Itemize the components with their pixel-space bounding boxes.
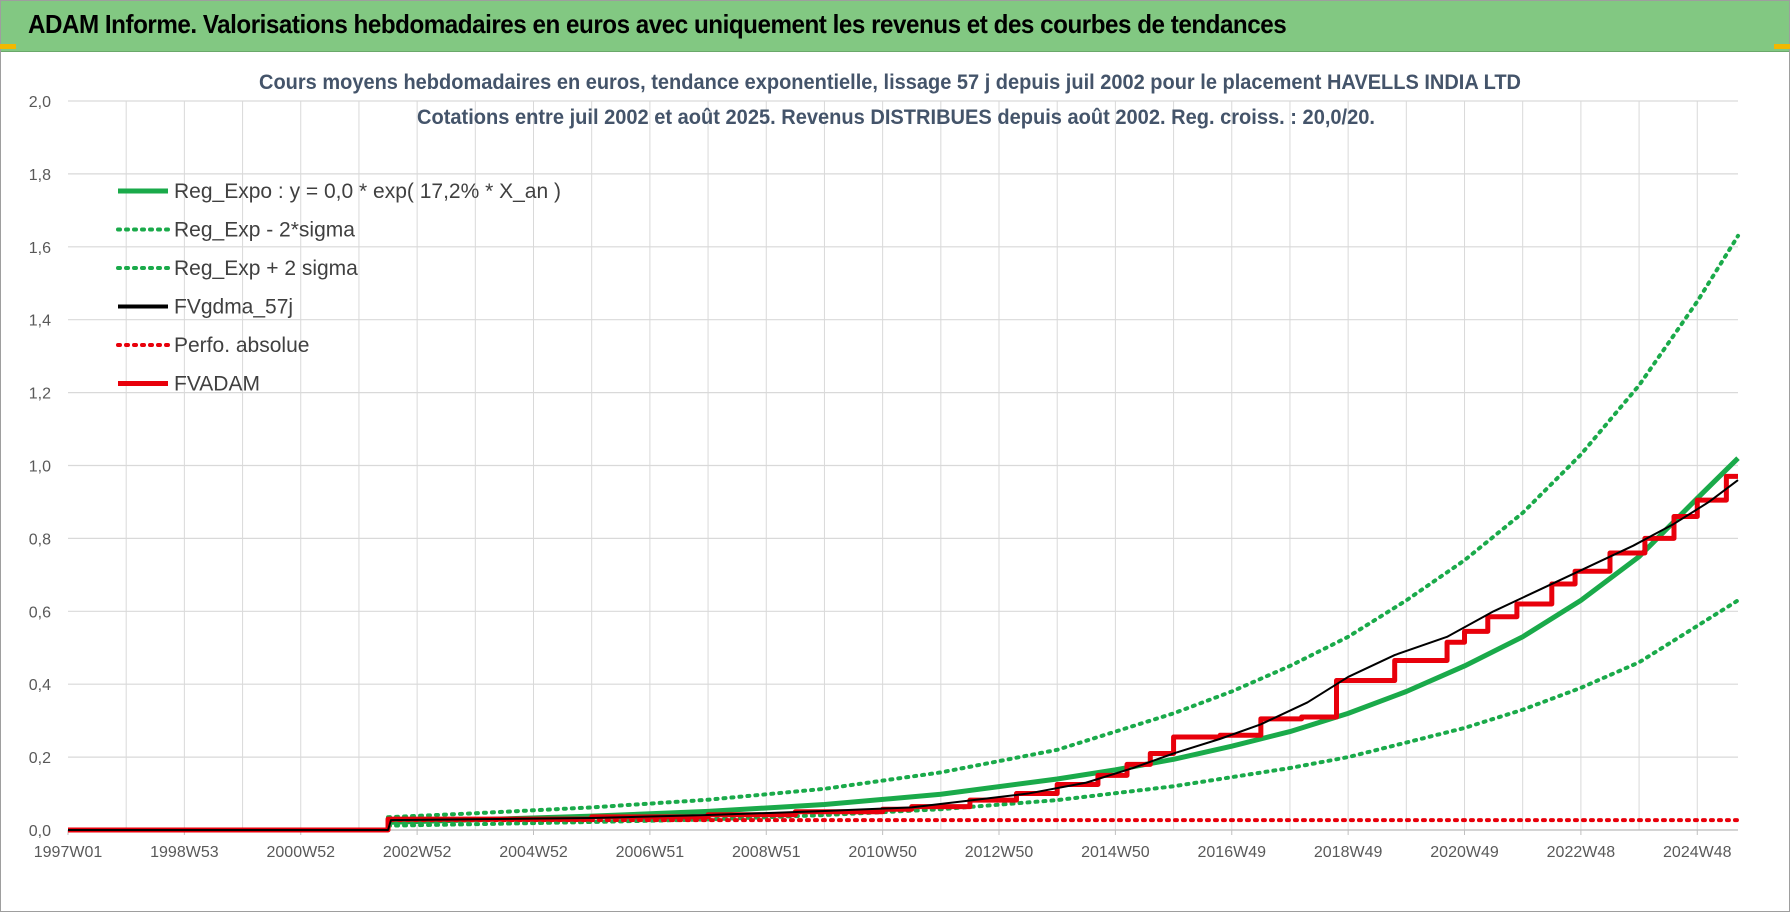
x-tick-label: 2016W49	[1198, 844, 1267, 861]
legend-label: Perfo. absolue	[174, 334, 309, 357]
report-banner: ADAM Informe. Valorisations hebdomadaire…	[0, 0, 1790, 52]
legend-label: Reg_Exp + 2 sigma	[174, 257, 358, 280]
y-tick-label: 2,0	[29, 94, 51, 111]
legend-label: Reg_Expo : y = 0,0 * exp( 17,2% * X_an )	[174, 180, 561, 203]
x-tick-label: 2024W48	[1663, 844, 1732, 861]
y-tick-label: 1,8	[29, 167, 51, 184]
series-layer	[68, 233, 1740, 833]
chart-svg: 0,0 0,2 0,4 0,6 0,8 1,0 1,2 1,4 1,6 1,8 2,0 1997W0…	[29, 71, 1740, 861]
y-tick-labels: 0,0 0,2 0,4 0,6 0,8 1,0 1,2 1,4 1,6 1,8 2,0	[29, 94, 51, 840]
y-tick-label: 1,0	[29, 459, 51, 476]
x-tick-label: 2008W51	[732, 844, 801, 861]
chart-title-line-1: Cours moyens hebdomadaires en euros, ten…	[259, 71, 1521, 94]
y-tick-label: 0,8	[29, 531, 51, 548]
corner-marker-left	[0, 44, 16, 49]
y-tick-label: 0,0	[29, 823, 51, 840]
legend-label: Reg_Exp - 2*sigma	[174, 219, 355, 242]
x-tick-label: 2004W52	[499, 844, 568, 861]
x-tick-label: 2010W50	[848, 844, 917, 861]
x-tick-label: 2000W52	[267, 844, 336, 861]
y-tick-label: 1,4	[29, 313, 51, 330]
x-tick-label: 1998W53	[150, 844, 219, 861]
x-tick-label: 2022W48	[1547, 844, 1616, 861]
series-line-reg-exp-2-sigma	[386, 233, 1740, 820]
x-tick-label: 2014W50	[1081, 844, 1150, 861]
legend-label: FVADAM	[174, 373, 260, 396]
y-tick-label: 1,2	[29, 386, 51, 403]
report-title: ADAM Informe. Valorisations hebdomadaire…	[28, 9, 1287, 39]
grid-layer	[68, 100, 1738, 831]
x-tick-label: 2020W49	[1430, 844, 1499, 861]
chart-area: 0,0 0,2 0,4 0,6 0,8 1,0 1,2 1,4 1,6 1,8 2,0 1997W0…	[0, 52, 1790, 912]
x-tick-label: 2012W50	[965, 844, 1034, 861]
corner-marker-right	[1774, 44, 1790, 49]
x-tick-label: 2002W52	[383, 844, 452, 861]
y-tick-label: 1,6	[29, 240, 51, 257]
x-tick-labels: 1997W01 1998W53 2000W52 2002W52 2004W52 2006W…	[34, 830, 1732, 861]
legend: Reg_Expo : y = 0,0 * exp( 17,2% * X_an )…	[116, 180, 561, 396]
y-tick-label: 0,4	[29, 677, 51, 694]
chart-title-line-2: Cotations entre juil 2002 et août 2025. …	[417, 106, 1375, 129]
y-tick-label: 0,6	[29, 604, 51, 621]
y-tick-label: 0,2	[29, 750, 51, 767]
x-tick-label: 1997W01	[34, 844, 103, 861]
x-tick-label: 2018W49	[1314, 844, 1383, 861]
series-line-reg-exp-2-sigma	[386, 598, 1740, 828]
series-line-reg-expo-y-0-0-exp-17-2-	[387, 456, 1740, 825]
series-line-fvgdma-57j	[68, 479, 1739, 831]
x-tick-label: 2006W51	[616, 844, 685, 861]
legend-label: FVgdma_57j	[174, 296, 293, 319]
